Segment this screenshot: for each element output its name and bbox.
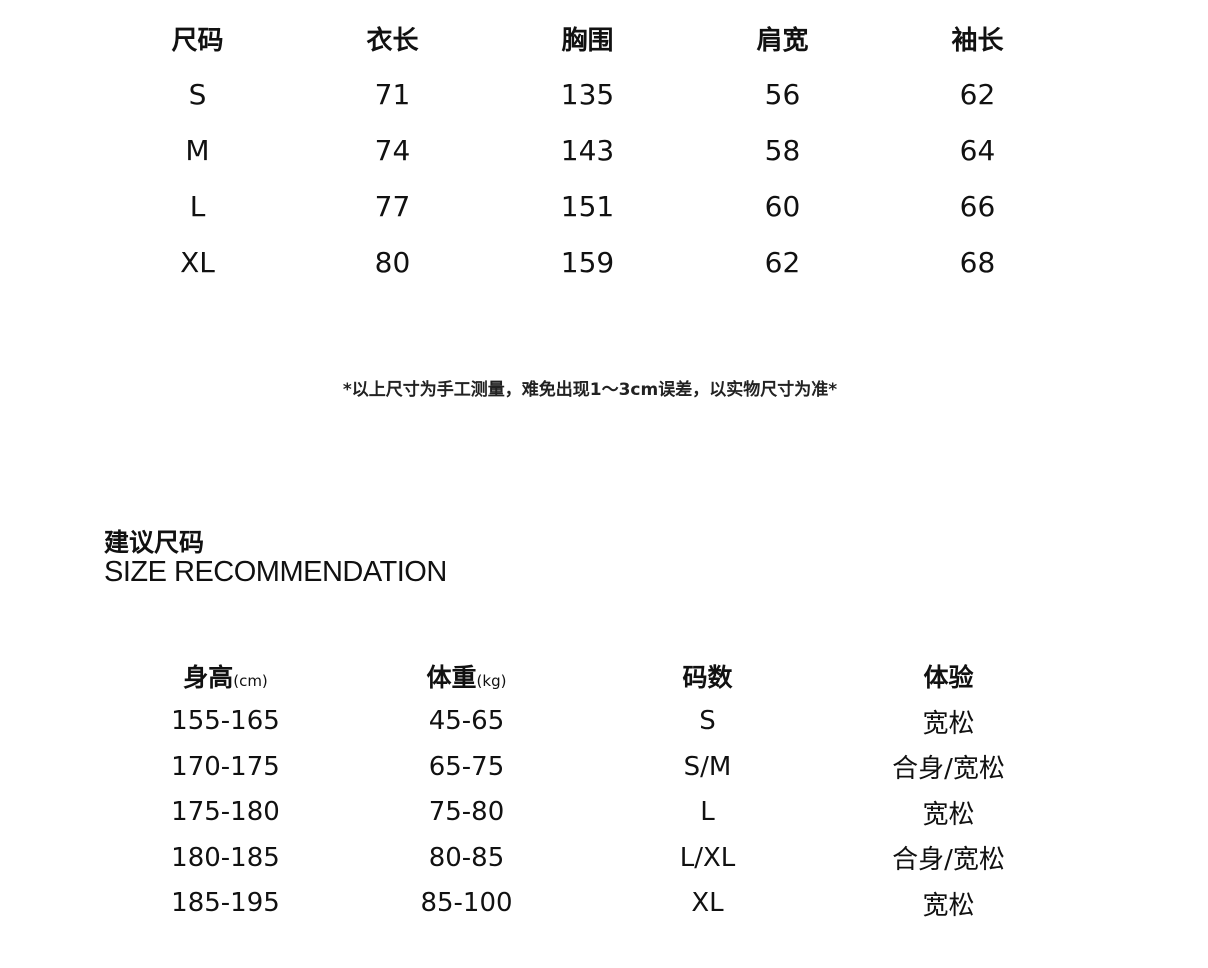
header-label: 体重 [426,662,477,692]
table-row: 185-195 85-100 XL 宽松 [105,881,1069,927]
header-label: 身高 [183,662,234,692]
table-cell: 45-65 [428,706,505,737]
header-unit: (kg) [476,671,507,690]
header-cell: 胸围 [561,25,614,56]
recommendation-subtitle: SIZE RECOMMENDATION [104,556,447,588]
recommendation-title: 建议尺码 [104,528,205,557]
table-cell: XL [180,245,215,279]
recommendation-header-row: 身高(cm) 体重(kg) 码数 体验 [105,653,1069,699]
table-cell: S [188,77,207,111]
table-row: S 71 135 56 62 [100,66,1075,122]
table-cell: S [699,706,716,737]
table-row: M 74 143 58 64 [100,122,1075,178]
table-row: 175-180 75-80 L 宽松 [105,790,1069,836]
table-row: XL 80 159 62 68 [100,234,1075,290]
table-cell: 180-185 [171,842,280,873]
measurement-note: *以上尺寸为手工测量，难免出现1～3cm误差，以实物尺寸为准* [342,380,838,400]
table-cell: 60 [764,189,801,223]
size-chart-header-row: 尺码 衣长 胸围 肩宽 袖长 [100,10,1075,66]
table-cell: 合身/宽松 [892,845,1005,876]
header-label: 码数 [682,662,733,692]
table-cell: XL [691,888,724,919]
table-cell: 80-85 [428,842,505,873]
table-cell: 155-165 [171,706,280,737]
header-cell: 体验 [828,658,1069,694]
table-cell: 170-175 [171,751,280,782]
table-cell: 185-195 [171,888,280,919]
table-cell: 66 [959,189,996,223]
table-cell: 80 [374,245,411,279]
recommendation-table: 身高(cm) 体重(kg) 码数 体验 155-165 45-65 S 宽松 170-1… [105,653,1069,926]
table-cell: 58 [764,133,801,167]
table-cell: 135 [560,77,615,111]
table-cell: 56 [764,77,801,111]
header-cell: 尺码 [171,25,224,56]
table-cell: 宽松 [922,799,975,830]
table-row: 180-185 80-85 L/XL 合身/宽松 [105,835,1069,881]
header-cell: 衣长 [366,25,419,56]
table-cell: 71 [374,77,411,111]
table-cell: 62 [764,245,801,279]
header-unit: (cm) [233,671,268,690]
table-cell: 85-100 [420,888,513,919]
table-cell: 68 [959,245,996,279]
table-cell: S/M [683,751,732,782]
table-cell: 宽松 [922,708,975,739]
table-cell: 62 [959,77,996,111]
table-cell: L [700,797,715,828]
table-cell: 宽松 [922,890,975,921]
size-chart-table: 尺码 衣长 胸围 肩宽 袖长 S 71 135 56 62 M 74 143 58 64 L 77 15… [100,10,1075,290]
table-cell: L [189,189,206,223]
table-row: L 77 151 60 66 [100,178,1075,234]
table-cell: 64 [959,133,996,167]
table-row: 155-165 45-65 S 宽松 [105,699,1069,745]
table-cell: M [185,133,210,167]
table-cell: 77 [374,189,411,223]
table-cell: 175-180 [171,797,280,828]
header-cell: 体重(kg) [346,658,587,694]
table-cell: 65-75 [428,751,505,782]
table-cell: 151 [560,189,615,223]
table-row: 170-175 65-75 S/M 合身/宽松 [105,744,1069,790]
header-cell: 肩宽 [756,25,809,56]
table-cell: 合身/宽松 [892,754,1005,785]
table-cell: 159 [560,245,615,279]
header-cell: 袖长 [951,25,1004,56]
table-cell: 74 [374,133,411,167]
table-cell: 143 [560,133,615,167]
header-cell: 身高(cm) [105,658,346,694]
header-label: 体验 [923,662,974,692]
table-cell: L/XL [679,842,736,873]
header-cell: 码数 [587,658,828,694]
table-cell: 75-80 [428,797,505,828]
